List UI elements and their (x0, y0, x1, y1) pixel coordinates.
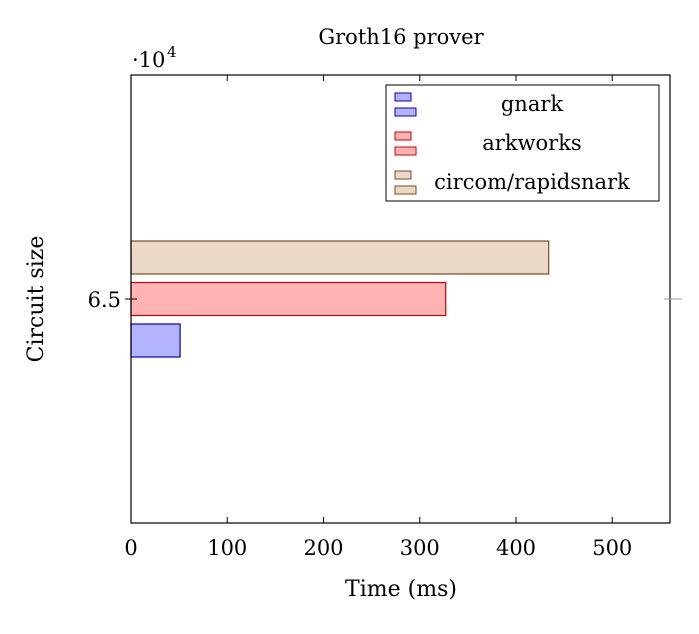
legend-swatch (394, 107, 417, 117)
y-tick-label: 6.5 (88, 288, 121, 312)
x-tick-label: 300 (400, 536, 440, 560)
x-tick-label: 100 (207, 536, 247, 560)
legend-items: gnark arkworks circom/rapidsnark (394, 92, 630, 195)
legend-label: gnark (501, 92, 564, 116)
legend-frame (385, 84, 660, 202)
legend-label: arkworks (482, 131, 581, 155)
legend-label: circom/rapidsnark (434, 170, 630, 194)
bar-gnark (130, 323, 181, 358)
y-scale-exponent: 4 (167, 43, 177, 61)
x-tick-label: 500 (592, 536, 632, 560)
y-axis-label: Circuit size (24, 236, 49, 363)
x-tick-label: 0 (124, 536, 137, 560)
y-scale-factor: ·10 4 (132, 43, 177, 72)
x-axis-label: Time (ms) (345, 577, 457, 602)
legend-swatch-small (394, 131, 412, 141)
legend-swatch-small (394, 92, 412, 102)
y-scale-label: ·10 (132, 48, 165, 72)
legend: gnark arkworks circom/rapidsnark (385, 84, 660, 202)
legend-swatch (394, 146, 417, 156)
legend-swatch-small (394, 170, 412, 180)
ticks-layer: 0 100 200 300 400 500 6.5 (88, 75, 682, 560)
bar-circom-rapidsnark (130, 240, 550, 275)
legend-swatch (394, 185, 417, 195)
x-tick-label: 200 (303, 536, 343, 560)
chart-title: Groth16 prover (318, 25, 484, 49)
bar-arkworks (130, 281, 447, 317)
bars-layer (130, 240, 550, 358)
x-tick-label: 400 (496, 536, 536, 560)
